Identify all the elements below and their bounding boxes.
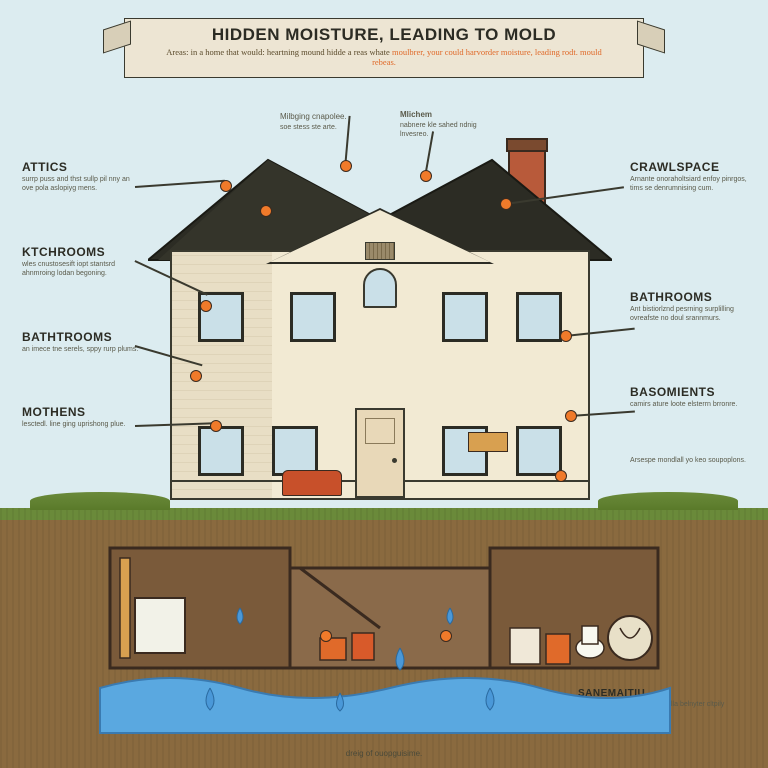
table-icon xyxy=(468,432,508,452)
callout-desc: surrp puss and thst sullp pil nny an ove… xyxy=(22,176,142,194)
marker-dot xyxy=(200,300,212,312)
callout-bathrooms-l: BATHTROOMS an imece tne serels, sppy rur… xyxy=(22,330,142,355)
callout-desc: soe stess ste arte. xyxy=(280,124,380,133)
marker-dot xyxy=(440,630,452,642)
marker-dot xyxy=(340,160,352,172)
callout-title: BASOMIENTS xyxy=(630,385,750,399)
grass-left xyxy=(30,492,170,510)
callout-desc: lesctedl. line ging uprishong plue. xyxy=(22,421,142,430)
callout-crawlspace: CRAWLSPACE Arnante onoraholtsiard enfoy … xyxy=(630,160,750,194)
callout-desc: Arsespe mondlall yo keo soupoplons. xyxy=(630,457,750,466)
title-banner: HIDDEN MOISTURE, LEADING TO MOLD Areas: … xyxy=(124,18,644,78)
marker-dot xyxy=(420,170,432,182)
callout-title: BATHROOMS xyxy=(630,290,750,304)
callout-title: CRAWLSPACE xyxy=(630,160,750,174)
callout-basements: BASOMIENTS camirs ature loote elsterrn b… xyxy=(630,385,750,410)
banner-title: HIDDEN MOISTURE, LEADING TO MOLD xyxy=(137,25,631,45)
callout-kitchrooms: KTCHROOMS wles cnustosesift iopt stantsr… xyxy=(22,245,142,279)
callout-top-2: Mlichem nabnere kle sahed ndnig lnvesreo… xyxy=(400,108,500,140)
callout-mothens: MOTHENS lesctedl. line ging uprishong pl… xyxy=(22,405,142,430)
callout-top-1: Milbging cnapolee. soe stess ste arte. xyxy=(280,110,380,133)
callout-title: Mlichem xyxy=(400,110,500,120)
basement-cutaway xyxy=(90,538,678,738)
attic-vent-icon xyxy=(365,242,395,260)
callout-desc: nabnere kle sahed ndnig lnvesreo. xyxy=(400,122,500,140)
callout-desc: Ant bistiorlznd pesrning surplilling ovr… xyxy=(630,306,750,324)
marker-dot xyxy=(565,410,577,422)
callout-title: KTCHROOMS xyxy=(22,245,142,259)
marker-dot xyxy=(320,630,332,642)
callout-title: BATHTROOMS xyxy=(22,330,142,344)
callout-desc: an imece tne serels, sppy rurp plums. xyxy=(22,346,142,355)
window-upper-3 xyxy=(442,292,488,342)
marker-dot xyxy=(560,330,572,342)
window-upper-2 xyxy=(290,292,336,342)
couch-icon xyxy=(282,470,342,496)
infographic-canvas: HIDDEN MOISTURE, LEADING TO MOLD Areas: … xyxy=(0,0,768,768)
callout-attics: ATTICS surrp puss and thst sullp pil nny… xyxy=(22,160,142,194)
marker-dot xyxy=(210,420,222,432)
front-door xyxy=(355,408,405,498)
marker-dot xyxy=(500,198,512,210)
callout-extra: Arsespe mondlall yo keo soupoplons. xyxy=(630,455,750,466)
marker-dot xyxy=(220,180,232,192)
marker-dot xyxy=(190,370,202,382)
attic-window xyxy=(363,268,397,308)
window-lower-1 xyxy=(198,426,244,476)
banner-sub-b: moulbrer, your could harvorder moisture,… xyxy=(372,47,602,67)
window-lower-2 xyxy=(272,426,318,476)
marker-dot xyxy=(260,205,272,217)
callout-title: Milbging cnapolee. xyxy=(280,112,380,122)
footer-caption: dreig of ouopguisime. xyxy=(346,749,423,758)
callout-bathrooms-r: BATHROOMS Ant bistiorlznd pesrning surpl… xyxy=(630,290,750,324)
banner-subtitle: Areas: in a home that would: heartning m… xyxy=(137,47,631,67)
callout-desc: Arnante onoraholtsiard enfoy pinrgos, ti… xyxy=(630,176,750,194)
banner-sub-a: Areas: in a home that would: heartning m… xyxy=(166,47,390,57)
marker-dot xyxy=(555,470,567,482)
house xyxy=(170,150,590,500)
callout-desc: camirs ature loote elsterrn brronre. xyxy=(630,401,750,410)
grass-right xyxy=(598,492,738,510)
callout-title: ATTICS xyxy=(22,160,142,174)
callout-desc: wles cnustosesift iopt stantsrd ahnmroin… xyxy=(22,261,142,279)
window-upper-4 xyxy=(516,292,562,342)
banner-ribbon: HIDDEN MOISTURE, LEADING TO MOLD Areas: … xyxy=(124,18,644,78)
window-lower-4 xyxy=(516,426,562,476)
callout-title: MOTHENS xyxy=(22,405,142,419)
